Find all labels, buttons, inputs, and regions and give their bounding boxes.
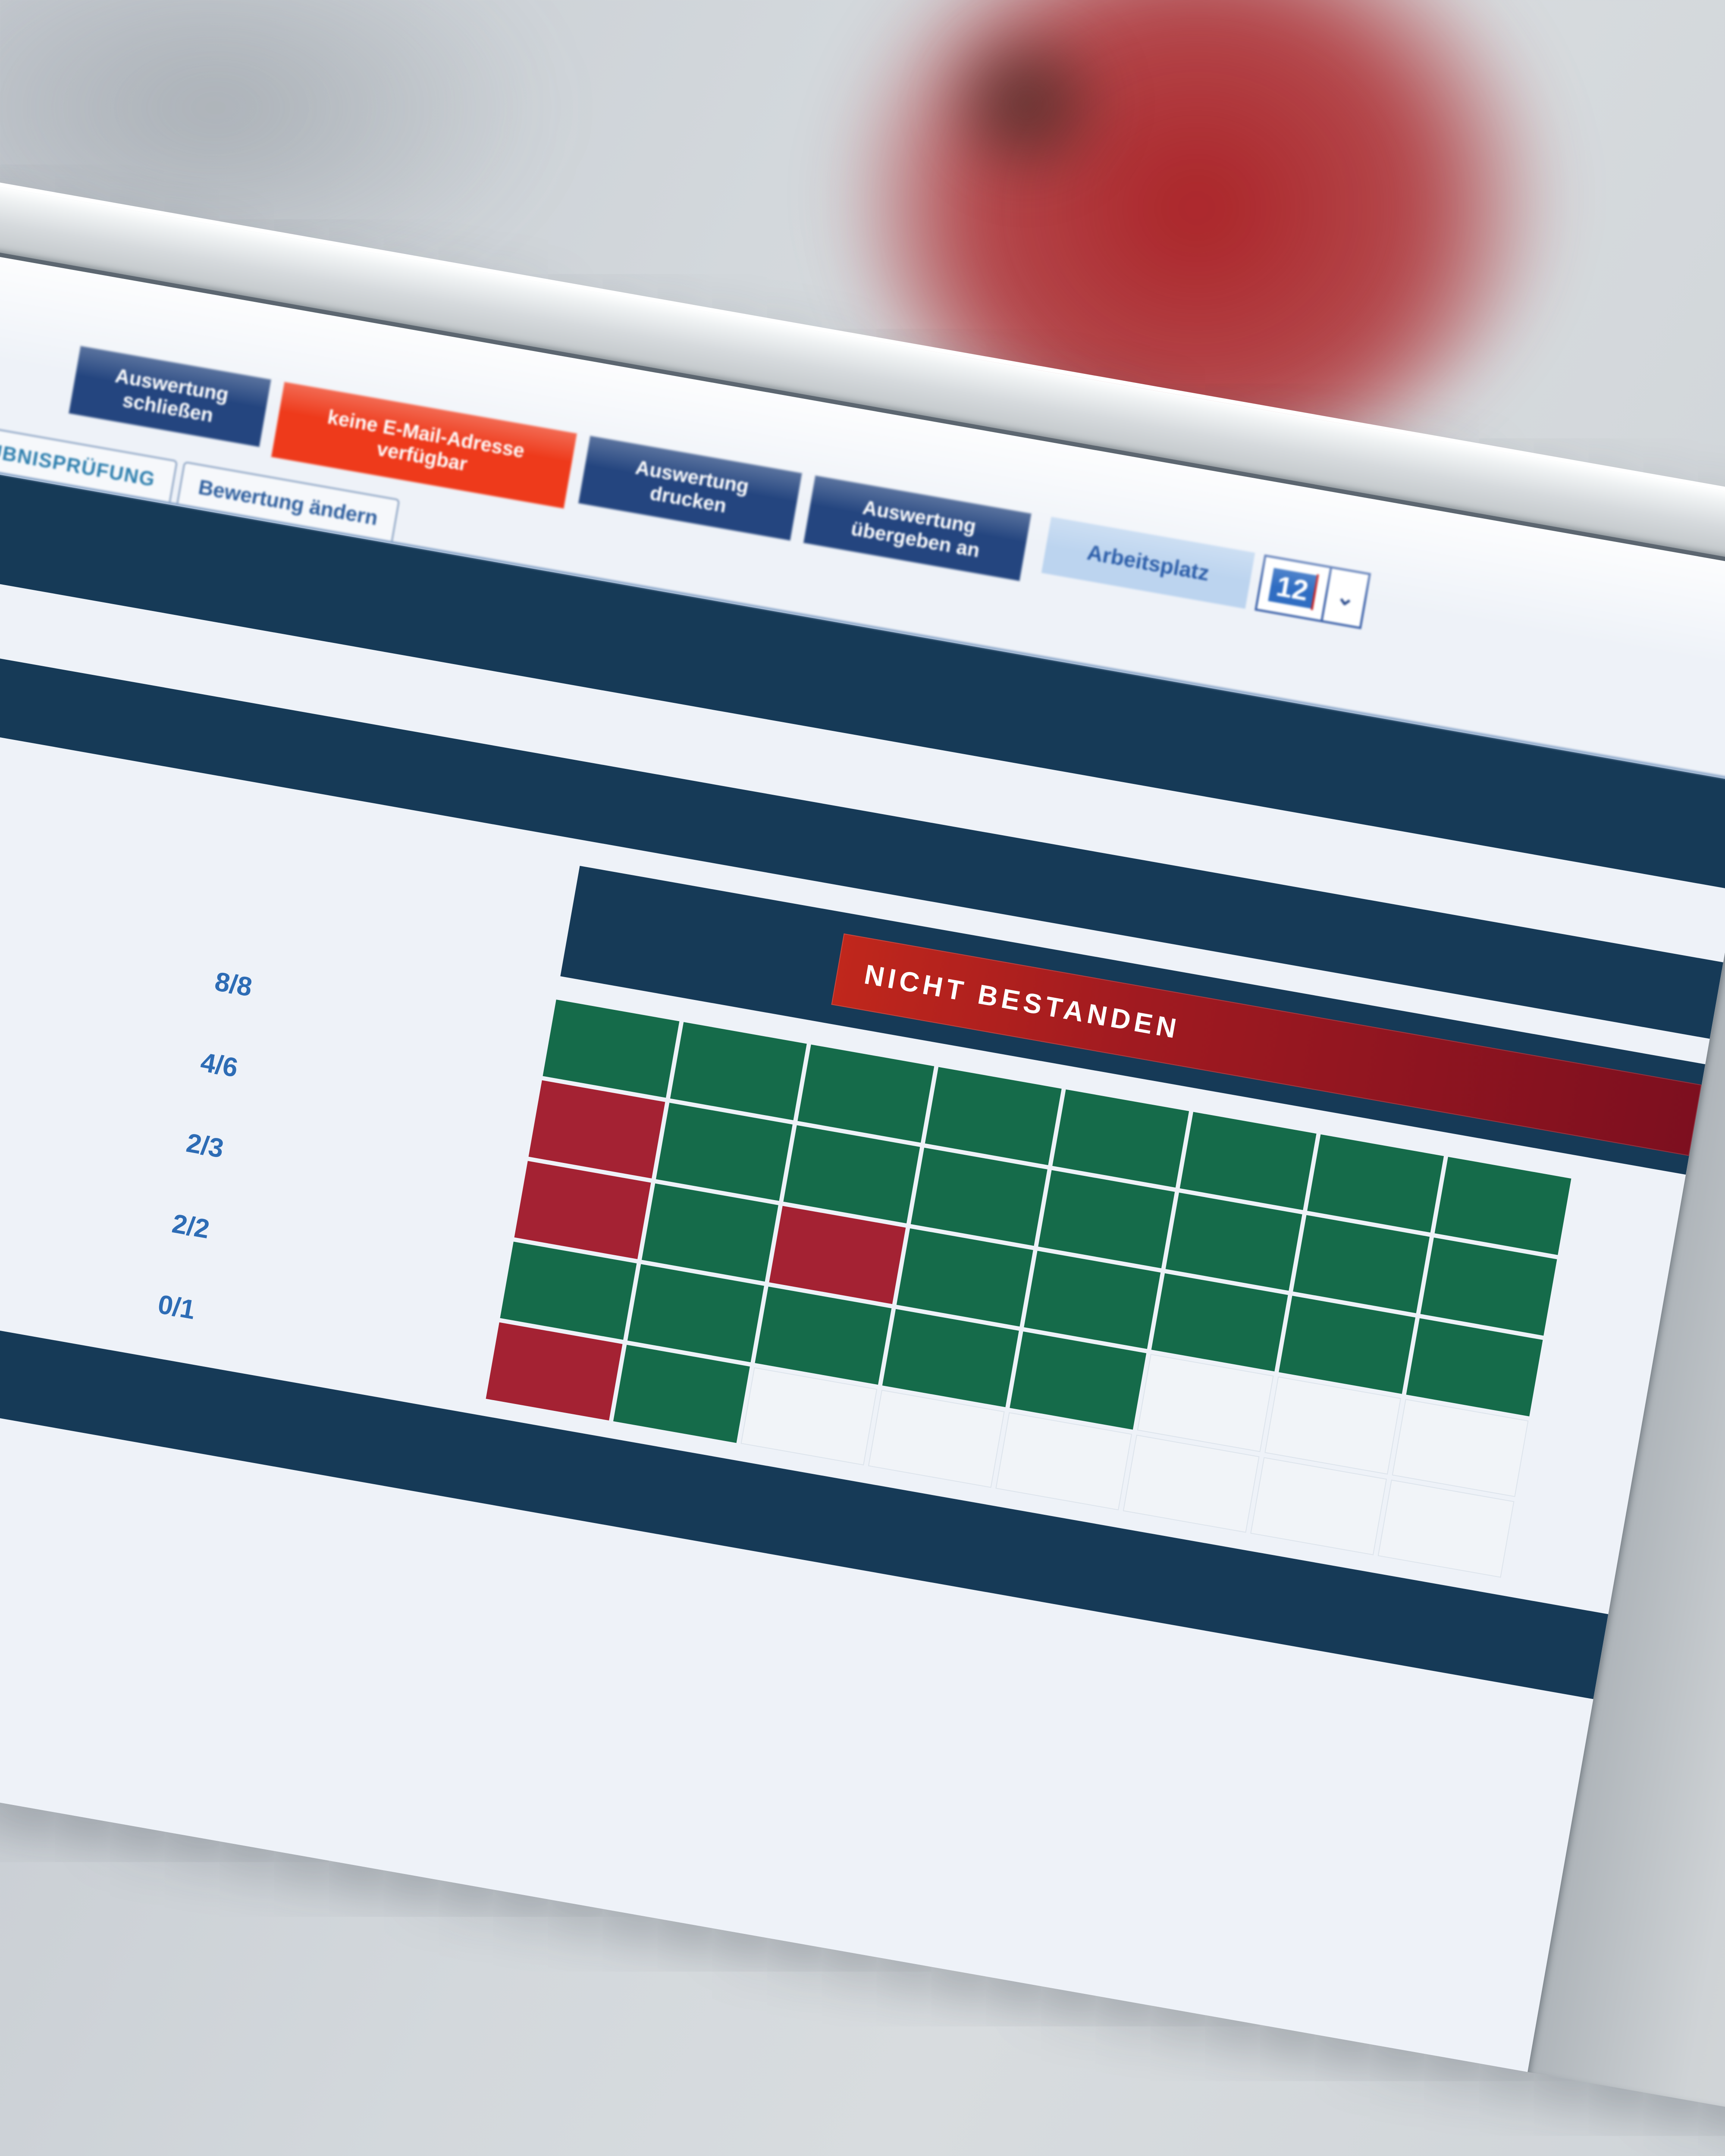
print-evaluation-button[interactable]: Auswertung drucken — [578, 435, 803, 541]
workstation-dropdown-value[interactable]: 12 — [1257, 557, 1330, 620]
workstation-dropdown[interactable]: 12 ⌄ — [1255, 554, 1371, 630]
workstation-group: Arbeitsplatz 12 ⌄ — [1041, 517, 1371, 630]
handover-evaluation-button[interactable]: Auswertung übergeben an — [803, 475, 1032, 582]
workstation-label: Arbeitsplatz — [1041, 517, 1255, 609]
result-text: NICHT BESTANDEN — [862, 959, 1182, 1045]
background-person-head — [936, 17, 1117, 190]
close-evaluation-button[interactable]: Auswertung schließen — [68, 345, 272, 448]
monitor: Auswertung schließen keine E-Mail-Adress… — [0, 129, 1725, 2156]
